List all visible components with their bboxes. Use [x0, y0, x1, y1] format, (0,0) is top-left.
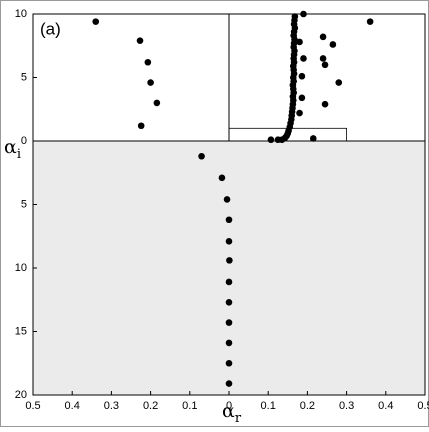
x-tick-label: 0 [226, 400, 232, 412]
point [137, 122, 145, 130]
point [225, 319, 233, 326]
point [335, 79, 343, 86]
x-tick-label: 0.1 [182, 400, 197, 412]
point [136, 37, 144, 44]
point [144, 58, 152, 66]
x-tick-label: 0.3 [104, 400, 119, 412]
y-tick-label: 20 [15, 389, 27, 401]
point [300, 10, 307, 18]
point [321, 61, 329, 69]
x-axis-label: αr [222, 400, 242, 426]
point [218, 174, 226, 182]
point [198, 152, 205, 160]
x-tick-label: 0.4 [378, 400, 393, 412]
point [278, 136, 286, 144]
plot-area [32, 10, 426, 396]
point [92, 18, 100, 25]
point [225, 339, 233, 347]
y-tick-label: 10 [15, 8, 27, 20]
x-label-symbol: α [222, 400, 235, 422]
y-tick-label: 5 [21, 198, 27, 210]
point [319, 55, 327, 62]
x-tick-label: 0.4 [65, 400, 80, 412]
point [225, 298, 233, 306]
panel-label: (a) [40, 19, 61, 38]
point [225, 238, 233, 245]
point [298, 72, 306, 80]
x-tick-label: 0.1 [261, 400, 276, 412]
x-tick-label: 0.5 [25, 400, 40, 412]
point [300, 55, 307, 62]
y-tick-label: 10 [15, 262, 27, 274]
point [329, 41, 337, 48]
point [225, 359, 233, 367]
y-tick-label: 0 [21, 135, 27, 147]
point [147, 79, 154, 86]
point [223, 196, 231, 203]
point [225, 380, 233, 387]
y-label-symbol: α [4, 136, 17, 158]
point [296, 38, 303, 46]
point [366, 18, 374, 25]
y-tick-label: 5 [21, 71, 27, 83]
point [309, 135, 317, 142]
x-tick-label: 0.2 [143, 400, 158, 412]
y-tick-label: 15 [15, 325, 27, 337]
point [225, 278, 233, 286]
y-label-subscript: i [17, 147, 21, 162]
point [321, 100, 329, 108]
point [267, 136, 275, 144]
x-tick-label: 0.3 [339, 400, 354, 412]
point [225, 216, 233, 224]
y-axis-label: αi [4, 136, 21, 162]
point [298, 94, 306, 102]
point [296, 109, 303, 117]
x-label-subscript: r [235, 411, 242, 426]
x-tick-label: 0.2 [300, 400, 315, 412]
point [319, 33, 327, 41]
shaded-region [33, 141, 425, 395]
point [226, 257, 233, 264]
x-tick-label: 0.5 [417, 400, 429, 412]
point [153, 99, 161, 107]
